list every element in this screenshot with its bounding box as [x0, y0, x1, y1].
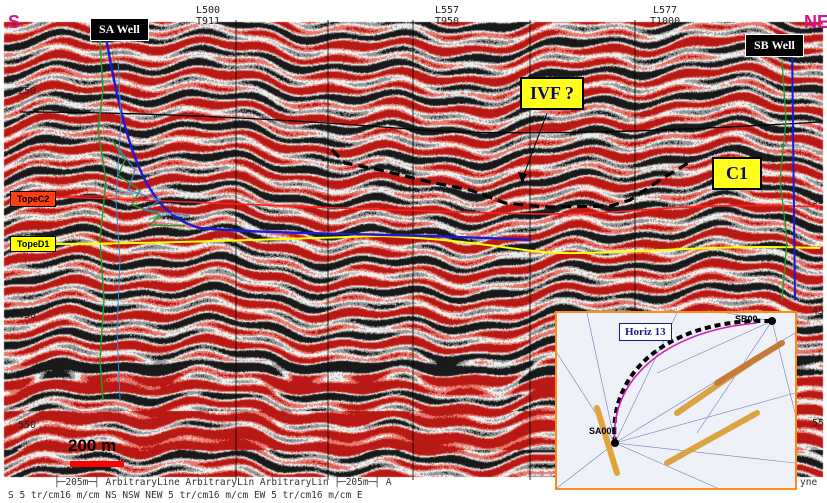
time-tick-left: 450	[18, 310, 37, 321]
topec2-horizon	[19, 195, 821, 215]
trace-label: L577 T1000	[650, 5, 681, 27]
bottom-axis-row1: ├─205m─┤ ArbitraryLine ArbitraryLin Arbi…	[54, 477, 392, 488]
well-log-curve	[111, 139, 186, 227]
trace-label: L500 T911	[196, 5, 221, 27]
ivf-feature-outline	[330, 148, 691, 209]
inset-map-drawing	[557, 313, 795, 488]
c1-callout: C1	[712, 157, 762, 190]
well-label-left: SA Well	[90, 18, 149, 41]
inset-section-path	[612, 319, 772, 444]
direction-right: NE	[804, 12, 827, 32]
ivf-arrow	[521, 112, 548, 181]
inset-map: Horiz 13 SA001 SB00	[555, 311, 797, 490]
time-tick-right: 45	[812, 306, 825, 317]
bottom-axis-row2: S 5 tr/cm16 m/cm NS NSW NEW 5 tr/cm16 m/…	[8, 490, 363, 501]
well-log-curve	[779, 59, 788, 301]
time-tick-left: 550	[18, 420, 37, 431]
bottom-axis-row1-right: yne	[800, 477, 818, 488]
scale-bar-label: 200 m	[68, 436, 117, 455]
well-log-curve	[119, 149, 191, 217]
well-log-curve	[97, 39, 107, 401]
upper-horizon-line	[19, 111, 821, 134]
inset-well-a: SA001	[589, 426, 617, 436]
toped1-tag: TopeD1	[10, 236, 57, 252]
ivf-callout: IVF ?	[520, 77, 584, 110]
time-tick-right: 55	[812, 418, 825, 429]
trace-label: L557 T950	[435, 5, 460, 27]
time-tick-right: 35	[812, 196, 825, 207]
inset-well-b: SB00	[735, 314, 758, 324]
inset-title: Horiz 13	[619, 323, 672, 341]
well-trajectory-b	[791, 39, 796, 301]
well-log-curve	[115, 59, 122, 401]
toped1-horizon	[19, 234, 821, 255]
time-tick-left: 250	[18, 86, 37, 97]
topec2-tag: TopeC2	[10, 191, 57, 207]
scale-bar-graphic	[70, 461, 124, 467]
well-trajectory	[104, 37, 531, 242]
direction-left: S	[8, 12, 21, 32]
well-label-right: SB Well	[745, 34, 804, 57]
ivf-arrowhead	[518, 172, 527, 184]
